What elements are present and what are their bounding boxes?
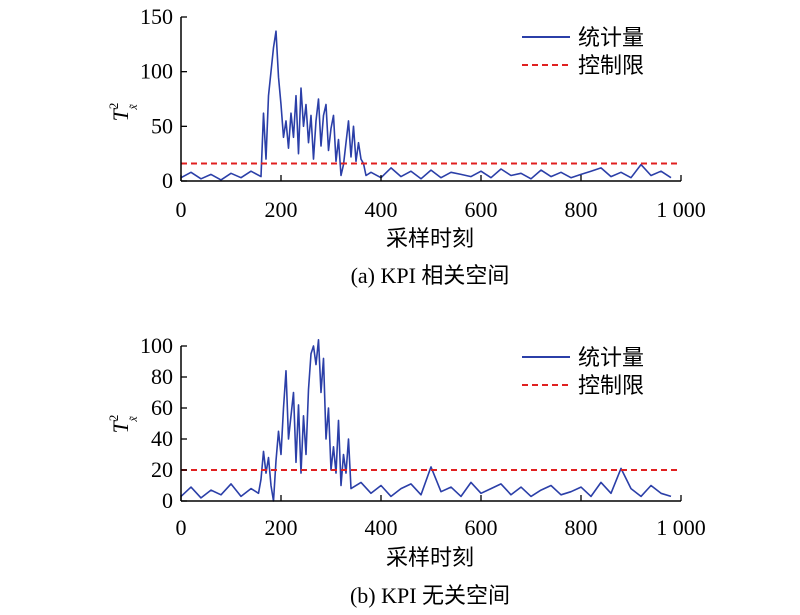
x-tick-label: 200 [265, 515, 298, 540]
axes-b [180, 345, 682, 502]
x-tick-label: 1 000 [656, 515, 706, 540]
y-tick-label: 100 [140, 333, 173, 358]
y-tick-labels-b: 0 20 40 60 80 100 [140, 333, 173, 513]
chart-panel-b: 0 20 40 60 80 100 0 200 400 600 800 1 000 采样时刻 T2 x… [106, 333, 706, 608]
y-tick-label: 60 [151, 395, 173, 420]
y-axis-label-a: T2 x̃ [106, 103, 140, 122]
x-tick-label: 800 [565, 515, 598, 540]
x-axis-label-b: 采样时刻 [386, 546, 474, 571]
series-layer-a [180, 30, 681, 181]
y-tick-label: 150 [140, 4, 173, 29]
x-tick-label: 800 [565, 197, 598, 222]
y-tick-labels-a: 0 50 100 150 [140, 4, 173, 193]
statistic-line-series-0 [180, 338, 672, 502]
x-tick-labels-a: 0 200 400 600 800 1 000 [176, 197, 706, 222]
x-axis-label-a: 采样时刻 [386, 227, 474, 252]
x-tick-label: 0 [176, 515, 187, 540]
chart-panel-a: 0 50 100 150 0 200 400 600 800 1 000 采样时刻 T2 x̃ (… [106, 4, 706, 288]
x-tick-label: 200 [265, 197, 298, 222]
legend-label-control-limit: 控制限 [578, 54, 644, 79]
y-tick-label: 50 [151, 113, 173, 138]
legend-label-control-limit: 控制限 [578, 374, 644, 399]
x-tick-labels-b: 0 200 400 600 800 1 000 [176, 515, 706, 540]
series-layer-b [180, 338, 681, 502]
panel-caption-b: (b) KPI 无关空间 [350, 583, 510, 608]
x-tick-label: 600 [465, 197, 498, 222]
legend-label-statistic: 统计量 [578, 346, 644, 371]
x-tick-label: 0 [176, 197, 187, 222]
y-tick-label: 0 [162, 488, 173, 513]
panel-caption-a: (a) KPI 相关空间 [351, 263, 510, 288]
axes-a [180, 16, 682, 182]
x-tick-label: 400 [365, 515, 398, 540]
y-tick-label: 40 [151, 426, 173, 451]
y-tick-label: 20 [151, 457, 173, 482]
y-tick-label: 80 [151, 364, 173, 389]
x-tick-label: 600 [465, 515, 498, 540]
x-tick-label: 400 [365, 197, 398, 222]
legend-b: 统计量 控制限 [522, 346, 644, 399]
legend-label-statistic: 统计量 [578, 26, 644, 51]
legend-a: 统计量 控制限 [522, 26, 644, 79]
x-tick-label: 1 000 [656, 197, 706, 222]
y-tick-label: 100 [140, 59, 173, 84]
y-axis-label-b: T2 x̃ [106, 415, 140, 434]
y-tick-label: 0 [162, 168, 173, 193]
statistic-line-series-0 [180, 30, 672, 181]
